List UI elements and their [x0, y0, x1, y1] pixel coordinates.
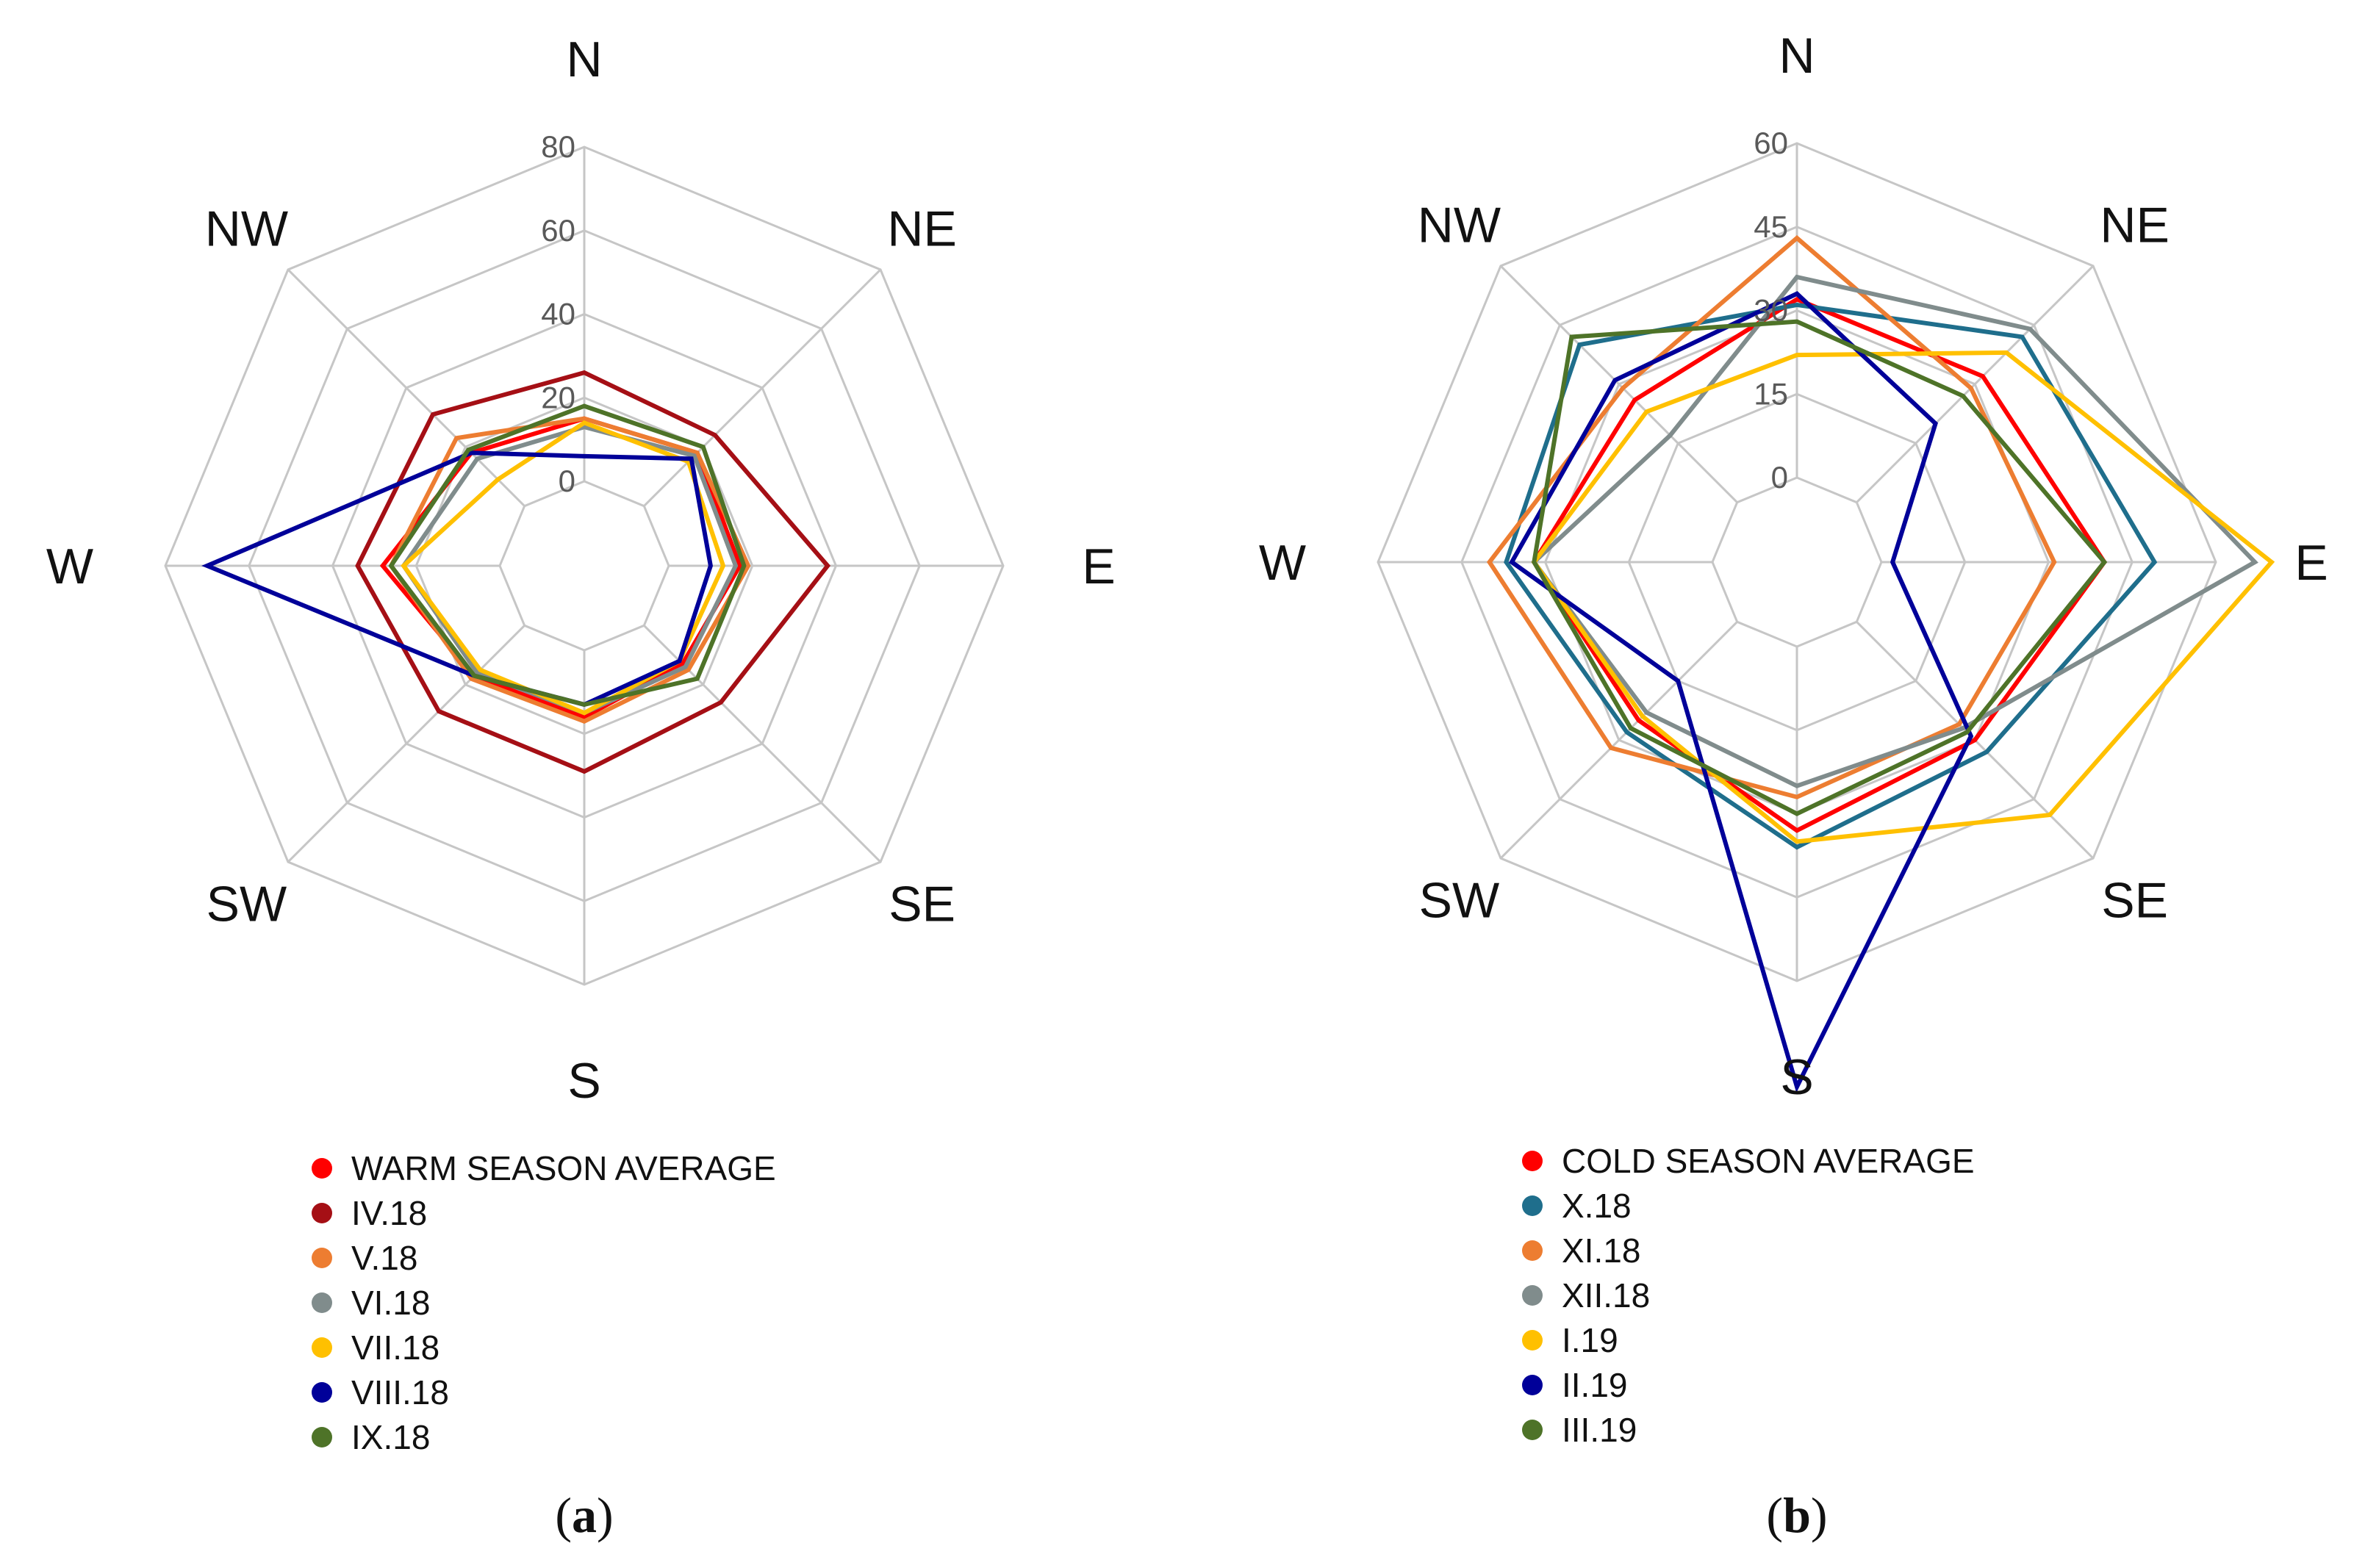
- direction-label: NE: [887, 201, 956, 256]
- legend-marker: [1522, 1151, 1543, 1171]
- caption-letter: b: [1783, 1487, 1811, 1543]
- direction-label: N: [1779, 28, 1815, 84]
- legend: COLD SEASON AVERAGE X.18 XI.18 XII.18 I.19 II…: [1522, 1142, 1975, 1449]
- legend-entry-label: I.19: [1562, 1321, 1618, 1359]
- legend: WARM SEASON AVERAGE IV.18 V.18 VI.18 VII.18 V…: [312, 1149, 776, 1456]
- legend-marker: [312, 1382, 332, 1403]
- axis-tick-label: 60: [1754, 126, 1788, 160]
- radar-grid: [164, 145, 1005, 986]
- axis-tick-label: 30: [1754, 293, 1788, 328]
- legend-marker: [1522, 1420, 1543, 1440]
- legend-marker: [312, 1427, 332, 1447]
- legend-marker: [312, 1292, 332, 1313]
- panel-caption: (b): [1766, 1487, 1827, 1543]
- legend-marker: [312, 1337, 332, 1358]
- legend-marker: [1522, 1375, 1543, 1395]
- series-line: [355, 370, 831, 774]
- grid-spoke: [1499, 265, 1738, 503]
- caption-open: (: [555, 1487, 572, 1543]
- legend-entry-label: X.18: [1562, 1187, 1632, 1225]
- caption-open: (: [1766, 1487, 1783, 1543]
- direction-label: NW: [1418, 197, 1501, 253]
- direction-label: E: [2294, 535, 2328, 591]
- radar-panel-a: 0 20 40 60 80 N NE E SE S SW W NW WARM SEASON AVERAGE…: [46, 32, 1116, 1543]
- legend-entry-label: IV.18: [351, 1194, 427, 1232]
- legend-entry-label: IX.18: [351, 1418, 430, 1456]
- direction-label: N: [566, 32, 602, 87]
- series-line: [388, 403, 747, 708]
- axis-tick-label: 0: [559, 464, 575, 498]
- legend-marker: [1522, 1285, 1543, 1306]
- legend-entry-label: III.19: [1562, 1411, 1637, 1449]
- direction-label: NE: [2100, 197, 2169, 253]
- series-group: [201, 370, 831, 774]
- legend-entry-label: XI.18: [1562, 1231, 1640, 1270]
- series-group: [1486, 234, 2275, 1093]
- legend-marker: [1522, 1240, 1543, 1261]
- direction-label: E: [1082, 539, 1115, 594]
- panel-caption: (a): [555, 1487, 613, 1543]
- axis-tick-label: 40: [541, 297, 575, 331]
- direction-label: S: [1780, 1049, 1813, 1105]
- axis-tick-label: 0: [1771, 460, 1788, 495]
- direction-label: SE: [889, 877, 955, 932]
- caption-close: ): [1811, 1487, 1828, 1543]
- legend-marker: [312, 1203, 332, 1223]
- legend-entry-label: V.18: [351, 1239, 417, 1277]
- series-line: [1509, 291, 1974, 1093]
- series-line: [1504, 302, 2158, 850]
- grid-spoke: [1499, 621, 1738, 860]
- direction-label: S: [567, 1053, 600, 1109]
- direction-label: W: [46, 539, 93, 594]
- direction-label: SE: [2101, 873, 2168, 929]
- legend-entry-label: WARM SEASON AVERAGE: [351, 1149, 776, 1187]
- legend-entry-label: VIII.18: [351, 1373, 449, 1411]
- axis-tick-label: 15: [1754, 376, 1788, 411]
- direction-label: W: [1259, 535, 1306, 591]
- grid-spoke: [643, 268, 882, 507]
- grid-spoke: [1856, 265, 2095, 503]
- legend-marker: [1522, 1195, 1543, 1216]
- legend-marker: [312, 1158, 332, 1179]
- series-line: [1531, 350, 2275, 844]
- series-line: [1531, 296, 2107, 833]
- axis-tick-label: 45: [1754, 209, 1788, 244]
- legend-marker: [1522, 1330, 1543, 1351]
- radar-panel-b: 0 15 30 45 60 N NE E SE S SW W NW COLD SEASON AVERAGE…: [1259, 28, 2328, 1543]
- grid-ring: [1711, 476, 1883, 648]
- axis-tick-label: 80: [541, 129, 575, 164]
- legend-entry-label: XII.18: [1562, 1276, 1650, 1315]
- direction-label: SW: [1419, 873, 1500, 929]
- legend-marker: [312, 1248, 332, 1268]
- caption-close: ): [597, 1487, 614, 1543]
- legend-entry-label: II.19: [1562, 1366, 1628, 1404]
- legend-entry-label: COLD SEASON AVERAGE: [1562, 1142, 1975, 1180]
- grid-spoke: [287, 268, 525, 507]
- grid-spoke: [287, 625, 525, 863]
- grid-ring: [498, 480, 670, 652]
- series-line: [388, 416, 751, 724]
- legend-entry-label: VII.18: [351, 1328, 439, 1367]
- axis-tick-label: 60: [541, 213, 575, 248]
- series-line: [1532, 319, 2108, 816]
- caption-letter: a: [572, 1487, 597, 1543]
- radar-grid: [1377, 142, 2217, 982]
- axis-tick-label: 20: [541, 380, 575, 414]
- direction-label: NW: [205, 201, 288, 256]
- series-line: [1531, 274, 2258, 788]
- direction-label: SW: [207, 877, 287, 932]
- legend-entry-label: VI.18: [351, 1284, 430, 1322]
